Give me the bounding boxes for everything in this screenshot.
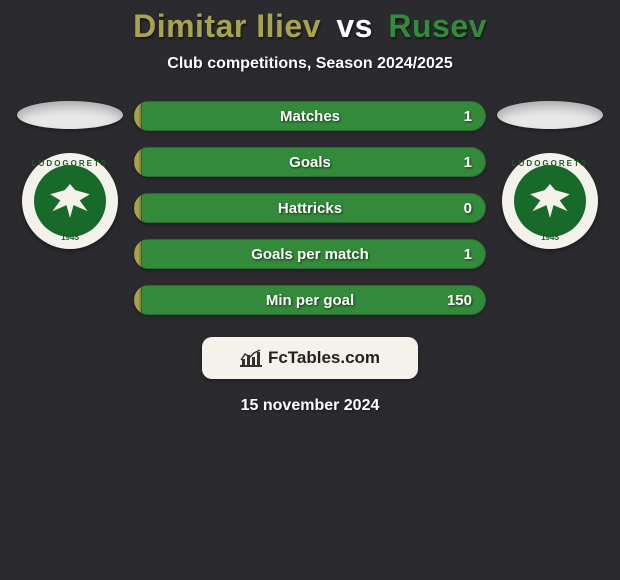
title-vs: vs — [336, 8, 373, 44]
page-title: Dimitar Iliev vs Rusev — [0, 8, 620, 45]
eagle-icon — [48, 184, 92, 218]
player-right-photo — [497, 101, 603, 129]
right-column: LUDOGORETS 1945 — [490, 101, 610, 249]
club-badge-inner — [514, 165, 586, 237]
stat-label: Min per goal — [134, 285, 486, 315]
left-column: LUDOGORETS 1945 — [10, 101, 130, 249]
stat-label: Goals — [134, 147, 486, 177]
subtitle: Club competitions, Season 2024/2025 — [0, 55, 620, 73]
stat-bar: 150Min per goal — [134, 285, 486, 315]
stat-bar: 1Goals — [134, 147, 486, 177]
player-left-club-badge: LUDOGORETS 1945 — [22, 153, 118, 249]
brand-box[interactable]: FcTables.com — [202, 337, 418, 379]
stat-label: Goals per match — [134, 239, 486, 269]
player-right-club-badge: LUDOGORETS 1945 — [502, 153, 598, 249]
brand-text: FcTables.com — [268, 348, 380, 368]
club-year: 1945 — [502, 233, 598, 242]
stats-column: 1Matches 1Goals 0Hattricks 1Goals per match… — [130, 101, 490, 315]
title-player1: Dimitar Iliev — [133, 8, 321, 44]
stat-bar: 1Matches — [134, 101, 486, 131]
stat-label: Hattricks — [134, 193, 486, 223]
club-year: 1945 — [22, 233, 118, 242]
eagle-icon — [528, 184, 572, 218]
stat-label: Matches — [134, 101, 486, 131]
comparison-card: Dimitar Iliev vs Rusev Club competitions… — [0, 0, 620, 580]
chart-icon — [240, 349, 262, 367]
stat-bar: 1Goals per match — [134, 239, 486, 269]
main-row: LUDOGORETS 1945 1Matches 1Goals 0Hattricks… — [0, 101, 620, 315]
date-line: 15 november 2024 — [0, 397, 620, 415]
club-badge-inner — [34, 165, 106, 237]
stat-bar: 0Hattricks — [134, 193, 486, 223]
title-player2: Rusev — [388, 8, 487, 44]
player-left-photo — [17, 101, 123, 129]
